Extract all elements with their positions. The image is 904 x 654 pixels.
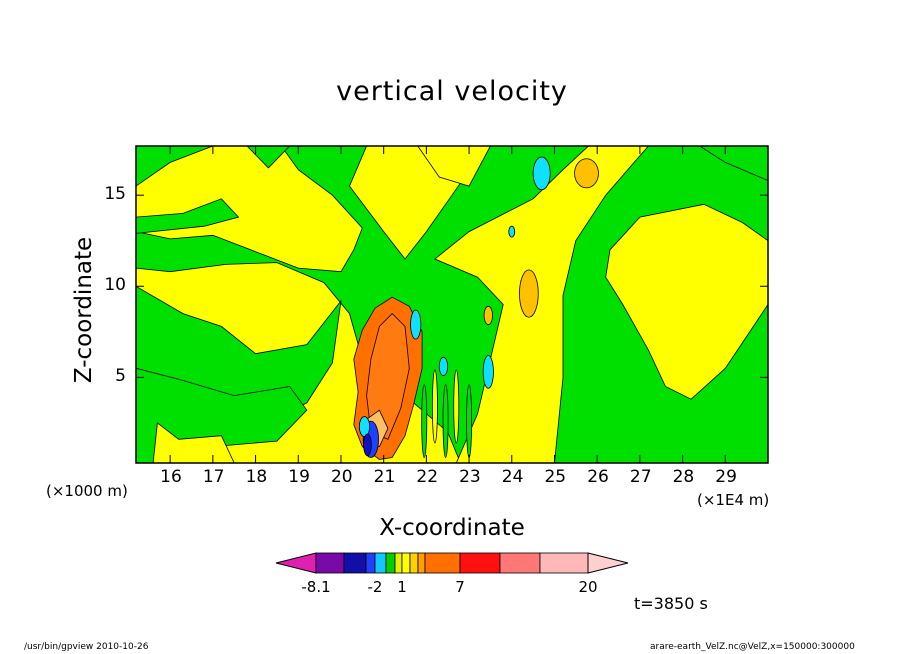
x-tick-label: 24 xyxy=(501,467,524,487)
colorbar-swatch xyxy=(385,552,396,574)
colorbar-label: 20 xyxy=(578,578,598,596)
colorbar-swatch xyxy=(343,552,367,574)
colorbar-label: -8.1 xyxy=(301,578,331,596)
x-tick-label: 18 xyxy=(245,467,268,487)
yellow-region-right xyxy=(605,203,768,400)
green-finger-left xyxy=(136,198,240,234)
colorbar-label: 7 xyxy=(455,578,465,596)
colorbar-low-arrow xyxy=(275,552,317,574)
stripe-3 xyxy=(453,369,460,444)
x-unit-left: (×1000 m) xyxy=(46,482,128,500)
chart-title: vertical velocity xyxy=(336,76,568,107)
colorbar-swatch xyxy=(539,552,589,574)
colorbar-swatch xyxy=(409,552,419,574)
stripe-2 xyxy=(442,384,449,458)
x-tick-label: 29 xyxy=(715,467,737,487)
gold-cell-3 xyxy=(483,305,493,325)
colorbar xyxy=(275,552,629,574)
cyan-cell-5 xyxy=(508,225,516,238)
x-tick-label: 20 xyxy=(330,467,353,487)
green-patch-top-right xyxy=(698,146,768,182)
yellow-patch-lower-left xyxy=(152,422,235,463)
x-tick-label: 26 xyxy=(587,467,609,487)
footer-program: /usr/bin/gpview 2010-10-26 xyxy=(24,642,149,652)
contour-field xyxy=(136,146,768,463)
x-tick-label: 22 xyxy=(416,467,439,487)
gold-cell-1 xyxy=(519,269,539,318)
colorbar-swatch xyxy=(499,552,541,574)
x-tick-label: 27 xyxy=(629,467,652,487)
colorbar-swatch xyxy=(417,552,426,574)
y-tick-label: 5 xyxy=(115,366,126,387)
green-patch-top-left xyxy=(136,146,214,187)
y-tick-label: 15 xyxy=(104,184,126,205)
colorbar-swatch xyxy=(374,552,387,574)
colorbar-swatch xyxy=(401,552,411,574)
downdraft-cyan xyxy=(358,416,370,437)
axis-ticks xyxy=(136,146,768,463)
colorbar-swatch xyxy=(365,552,376,574)
x-tick-label: 25 xyxy=(544,467,567,487)
colorbar-swatch xyxy=(315,552,345,574)
x-tick-label: 16 xyxy=(160,467,182,487)
x-tick-label: 23 xyxy=(459,467,481,487)
cyan-cell-3 xyxy=(482,355,494,389)
colorbar-high-arrow xyxy=(587,552,629,574)
cyan-cell-4 xyxy=(532,156,551,191)
colorbar-swatch xyxy=(394,552,403,574)
colorbar-label: 1 xyxy=(397,578,407,596)
stripe-4 xyxy=(466,384,473,458)
yellow-patch-top-center xyxy=(417,146,491,187)
yellow-region-top xyxy=(136,146,487,273)
x-tick-label: 17 xyxy=(202,467,225,487)
x-tick-label: 19 xyxy=(288,467,310,487)
footer-source: arare-earth_VelZ.nc@VelZ,x=150000:300000 xyxy=(650,642,855,652)
stripe-1 xyxy=(431,369,438,444)
cyan-cell-1 xyxy=(410,309,422,340)
x-unit-right: (×1E4 m) xyxy=(697,491,770,509)
colorbar-label: -2 xyxy=(367,578,383,596)
downdraft-deep xyxy=(363,433,372,457)
y-axis-label: Z-coordinate xyxy=(71,236,97,384)
orange-core-inner xyxy=(366,313,410,440)
x-axis-label: X-coordinate xyxy=(379,515,525,541)
plot-frame xyxy=(135,145,769,464)
x-tick-label: 21 xyxy=(373,467,396,487)
x-tick-label: 28 xyxy=(672,467,695,487)
green-patch-top-mid xyxy=(246,146,291,169)
colorbar-swatch xyxy=(459,552,501,574)
y-tick-label: 10 xyxy=(104,275,126,296)
time-annotation: t=3850 s xyxy=(634,594,708,613)
cyan-cell-2 xyxy=(438,356,449,376)
gold-cell-2 xyxy=(574,158,599,189)
stripe-0 xyxy=(421,384,428,458)
colorbar-swatch xyxy=(424,552,461,574)
